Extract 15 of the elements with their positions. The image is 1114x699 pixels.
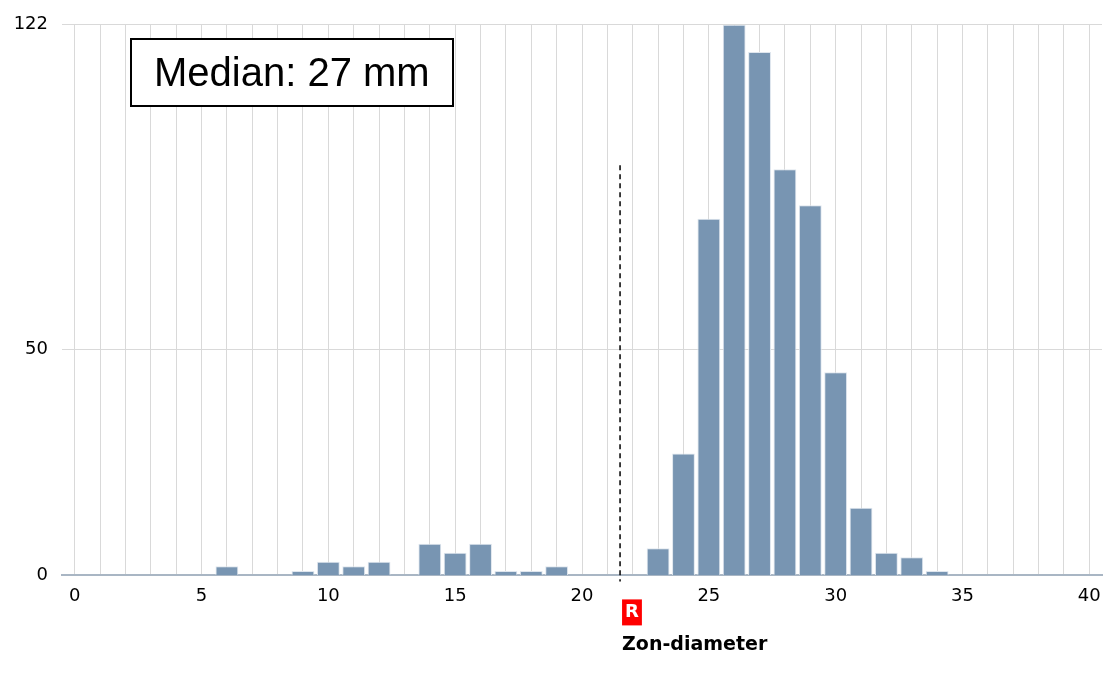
y-tick-label: 0 xyxy=(36,563,48,585)
x-tick-label: 35 xyxy=(951,583,974,605)
x-tick-label: 20 xyxy=(570,583,594,605)
x-tick-label: 10 xyxy=(316,583,340,605)
x-tick-label: 40 xyxy=(1077,583,1101,605)
y-tick-label: 122 xyxy=(13,12,48,34)
x-axis-title: Zon-diameter xyxy=(622,632,768,655)
x-tick-label: 25 xyxy=(697,583,721,605)
x-tick-label: 5 xyxy=(195,583,208,605)
x-tick-label: 30 xyxy=(824,583,848,605)
ref-line-label: R xyxy=(625,600,640,622)
x-tick-label: 0 xyxy=(68,583,81,605)
x-tick-label: 15 xyxy=(443,583,467,605)
annotation: Median: 27 mm xyxy=(130,38,454,107)
y-tick-label: 50 xyxy=(25,337,48,359)
